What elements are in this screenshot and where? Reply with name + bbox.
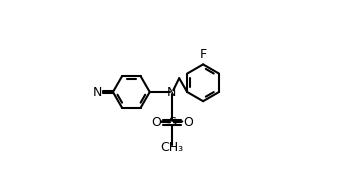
Text: S: S xyxy=(168,116,176,129)
Text: N: N xyxy=(167,86,177,98)
Text: F: F xyxy=(199,48,207,61)
Text: O: O xyxy=(151,116,161,129)
Text: N: N xyxy=(93,86,102,98)
Text: CH₃: CH₃ xyxy=(160,141,183,154)
Text: O: O xyxy=(183,116,193,129)
